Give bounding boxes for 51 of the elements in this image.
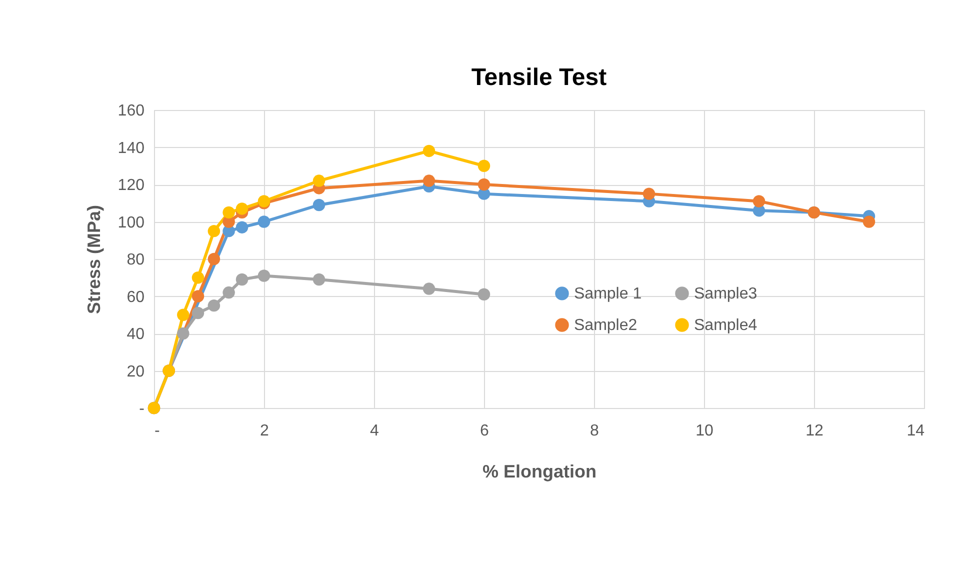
x-tick-label: 10 — [696, 422, 714, 440]
y-tick-label: 140 — [118, 140, 145, 157]
legend-label: Sample2 — [574, 317, 638, 334]
point — [222, 286, 235, 299]
point — [312, 273, 326, 286]
point — [258, 270, 270, 282]
point — [208, 224, 220, 238]
point — [236, 221, 248, 234]
x-axis-title: % Elongation — [482, 462, 596, 482]
y-tick-label: 40 — [126, 326, 145, 343]
legend-label: Sample 1 — [574, 285, 642, 302]
y-tick-label: 60 — [126, 288, 145, 306]
point — [192, 306, 204, 320]
y-tick-label: 100 — [118, 214, 145, 232]
legend-label: Sample3 — [694, 285, 758, 302]
y-tick-label: 80 — [126, 252, 145, 268]
x-tick-label: 4 — [370, 422, 380, 440]
point — [478, 288, 490, 300]
y-tick-label: 20 — [126, 363, 145, 380]
legend-label: Sample4 — [694, 317, 758, 334]
point — [478, 178, 490, 191]
point — [642, 188, 656, 200]
x-tick-label: 8 — [590, 422, 600, 440]
point — [422, 282, 436, 295]
point — [312, 174, 326, 187]
point — [222, 206, 235, 219]
point — [236, 202, 248, 215]
point — [422, 144, 436, 158]
point — [422, 174, 436, 187]
x-tick-label: 14 — [906, 422, 925, 440]
x-tick-label: 6 — [480, 422, 490, 440]
point — [177, 327, 190, 340]
x-tick-label: 2 — [260, 422, 270, 440]
y-tick-label: - — [139, 400, 144, 418]
point — [192, 272, 204, 284]
point — [208, 299, 220, 312]
point — [258, 216, 270, 228]
x-tick-label: 12 — [806, 422, 824, 440]
y-tick-label: 120 — [118, 177, 145, 194]
x-tick-label: - — [154, 422, 160, 440]
point — [192, 290, 204, 302]
point — [208, 252, 220, 266]
point — [478, 160, 490, 172]
point — [312, 198, 326, 212]
point — [177, 308, 190, 321]
chart-title: Tensile Test — [471, 64, 607, 91]
point — [236, 273, 248, 286]
point — [752, 195, 766, 208]
y-axis-title: Stress (MPa) — [84, 204, 104, 314]
y-tick-label: 160 — [118, 102, 145, 120]
point — [862, 216, 876, 228]
